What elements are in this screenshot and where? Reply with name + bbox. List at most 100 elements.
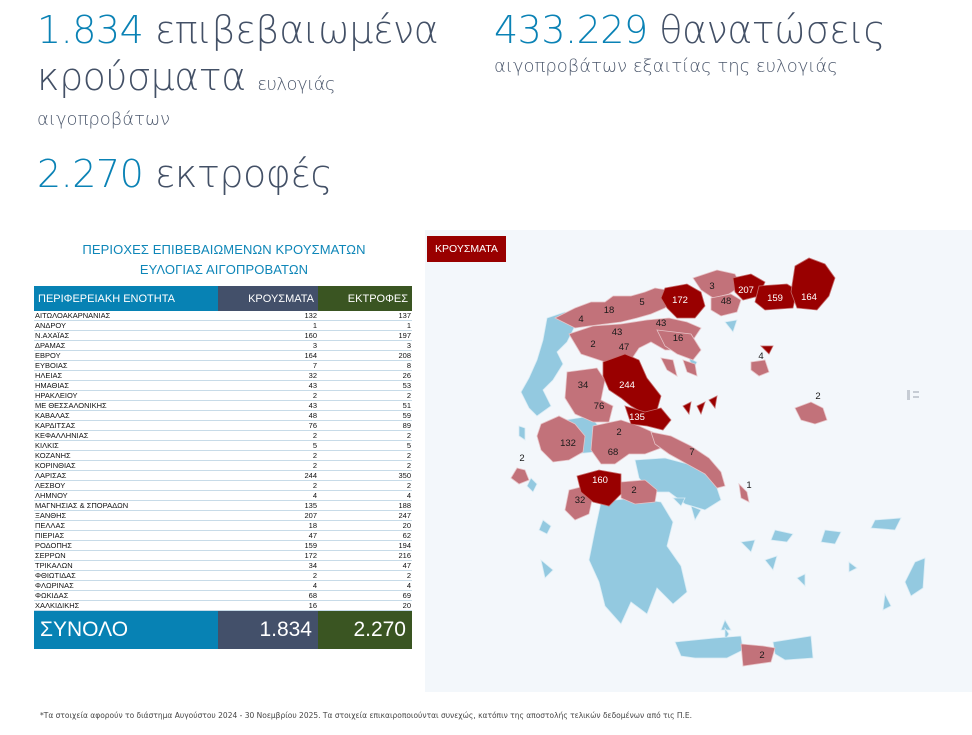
- map-region-label: 164: [801, 292, 817, 303]
- stat-culls: 433.229 θανατώσεις αιγοπροβάτων εξαιτίας…: [494, 6, 964, 80]
- header-cases: ΚΡΟΥΣΜΑΤΑ: [218, 286, 318, 311]
- region-cell: ΛΕΣΒΟΥ: [34, 480, 218, 491]
- farms-cell: 51: [318, 400, 412, 411]
- region-cell: ΚΟΖΑΝΗΣ: [34, 450, 218, 461]
- farms-word: εκτροφές: [154, 152, 333, 196]
- farms-cell: 47: [318, 560, 412, 571]
- map-region-label: 4: [758, 351, 763, 362]
- cases-cell: 16: [218, 600, 318, 611]
- farms-cell: 62: [318, 530, 412, 541]
- region-cell: ΦΘΙΩΤΙΔΑΣ: [34, 570, 218, 581]
- map-region-label: 18: [604, 305, 615, 316]
- farms-cell: 216: [318, 550, 412, 561]
- farms-cell: 5: [318, 440, 412, 451]
- cases-cell: 2: [218, 460, 318, 471]
- farms-cell: 26: [318, 370, 412, 381]
- map-region-label: 172: [672, 295, 688, 306]
- region-cell: ΠΙΕΡΙΑΣ: [34, 530, 218, 541]
- region-cell: ΦΛΩΡΙΝΑΣ: [34, 580, 218, 591]
- table-row: ΡΟΔΟΠΗΣ 159 194: [34, 540, 412, 551]
- table-row: ΚΙΛΚΙΣ 5 5: [34, 440, 412, 451]
- map-region-label: 68: [608, 447, 619, 458]
- map-region-label: 160: [592, 475, 608, 486]
- cases-cell: 244: [218, 470, 318, 481]
- table-row: ΜΕ ΘΕΣΣΑΛΟΝΙΚΗΣ 43 51: [34, 400, 412, 411]
- farms-cell: 4: [318, 490, 412, 501]
- map-region-label: 2: [815, 391, 820, 402]
- map-region-label: 47: [619, 342, 630, 353]
- farms-cell: 188: [318, 500, 412, 511]
- cases-cell: 207: [218, 510, 318, 521]
- total-label: ΣΥΝΟΛΟ: [34, 610, 218, 649]
- region-cell: ΚΕΦΑΛΛΗΝΙΑΣ: [34, 430, 218, 441]
- map-region-label: 1: [746, 480, 751, 491]
- cases-cell: 164: [218, 350, 318, 361]
- region-cell: ΗΛΕΙΑΣ: [34, 370, 218, 381]
- table-row: ΑΙΤΩΛΟΑΚΑΡΝΑΝΙΑΣ 132 137: [34, 311, 412, 321]
- region-cell: ΔΡΑΜΑΣ: [34, 340, 218, 351]
- farms-cell: 2: [318, 570, 412, 581]
- cases-subtitle-1: ευλογιάς: [257, 74, 336, 95]
- table-title-line-2: ΕΥΛΟΓΙΑΣ ΑΙΓΟΠΡΟΒΑΤΩΝ: [139, 262, 309, 277]
- table-row: ΑΝΔΡΟΥ 1 1: [34, 320, 412, 331]
- table-row: ΚΕΦΑΛΛΗΝΙΑΣ 2 2: [34, 430, 412, 441]
- farms-number: 2.270: [37, 152, 144, 196]
- map-region-label: 43: [612, 327, 623, 338]
- cases-number: 1.834: [37, 8, 144, 52]
- map-region-label: 5: [639, 297, 644, 308]
- region-cell: ΡΟΔΟΠΗΣ: [34, 540, 218, 551]
- farms-cell: 3: [318, 340, 412, 351]
- table-row: ΚΑΡΔΙΤΣΑΣ 76 89: [34, 420, 412, 431]
- table-row: ΕΥΒΟΙΑΣ 7 8: [34, 360, 412, 371]
- cases-cell: 32: [218, 370, 318, 381]
- cases-cell: 2: [218, 480, 318, 491]
- cases-cell: 48: [218, 410, 318, 421]
- table-row: ΗΡΑΚΛΕΙΟΥ 2 2: [34, 390, 412, 401]
- map-scale-mark: [907, 390, 919, 400]
- table-row: ΕΒΡΟΥ 164 208: [34, 350, 412, 361]
- table-row: ΤΡΙΚΑΛΩΝ 34 47: [34, 560, 412, 571]
- region-cell: ΜΑΓΝΗΣΙΑΣ & ΣΠΟΡΑΔΩΝ: [34, 500, 218, 511]
- cases-cell: 2: [218, 570, 318, 581]
- farms-cell: 20: [318, 520, 412, 531]
- map-region-label: 43: [656, 318, 667, 329]
- table-row: ΗΛΕΙΑΣ 32 26: [34, 370, 412, 381]
- table-row: ΧΑΛΚΙΔΙΚΗΣ 16 20: [34, 600, 412, 611]
- region-cell: ΣΕΡΡΩΝ: [34, 550, 218, 561]
- region-cell: ΛΑΡΙΣΑΣ: [34, 470, 218, 481]
- farms-cell: 2: [318, 390, 412, 401]
- farms-cell: 208: [318, 350, 412, 361]
- farms-cell: 20: [318, 600, 412, 611]
- table-title: ΠΕΡΙΟΧΕΣ ΕΠΙΒΕΒΑΙΩΜΕΝΩΝ ΚΡΟΥΣΜΑΤΩΝ ΕΥΛΟΓ…: [34, 240, 414, 280]
- map-region-label: 32: [575, 495, 586, 506]
- region-cell: ΑΝΔΡΟΥ: [34, 320, 218, 331]
- table-row: Ν.ΑΧΑΪΑΣ 160 197: [34, 330, 412, 341]
- table-body: ΑΙΤΩΛΟΑΚΑΡΝΑΝΙΑΣ 132 137 ΑΝΔΡΟΥ 1 1 Ν.ΑΧΑΪΑΣ 16…: [34, 311, 412, 611]
- table-row: ΞΑΝΘΗΣ 207 247: [34, 510, 412, 521]
- cases-cell: 7: [218, 360, 318, 371]
- map-region-label: 2: [519, 453, 524, 464]
- map-legend-badge: ΚΡΟΥΣΜΑΤΑ: [427, 236, 506, 262]
- table-row: ΠΙΕΡΙΑΣ 47 62: [34, 530, 412, 541]
- table-row: ΣΕΡΡΩΝ 172 216: [34, 550, 412, 561]
- table-row: ΚΑΒΑΛΑΣ 48 59: [34, 410, 412, 421]
- cases-cell: 2: [218, 390, 318, 401]
- cases-by-region-table: ΠΕΡΙΦΕΡΕΙΑΚΗ ΕΝΟΤΗΤΑ ΚΡΟΥΣΜΑΤΑ ΕΚΤΡΟΦΕΣ …: [34, 286, 412, 649]
- total-cases: 1.834: [218, 610, 318, 649]
- region-cell: ΚΙΛΚΙΣ: [34, 440, 218, 451]
- cases-subtitle-2: αιγοπροβάτων: [37, 109, 171, 130]
- culls-number: 433.229: [494, 8, 648, 52]
- table-row: ΠΕΛΛΑΣ 18 20: [34, 520, 412, 531]
- cases-cell: 68: [218, 590, 318, 601]
- table-row: ΛΗΜΝΟΥ 4 4: [34, 490, 412, 501]
- table-row: ΔΡΑΜΑΣ 3 3: [34, 340, 412, 351]
- farms-cell: 53: [318, 380, 412, 391]
- total-farms: 2.270: [318, 610, 412, 649]
- farms-cell: 247: [318, 510, 412, 521]
- map-region-label: 2: [759, 650, 764, 661]
- region-cell: ΕΥΒΟΙΑΣ: [34, 360, 218, 371]
- table-header-row: ΠΕΡΙΦΕΡΕΙΑΚΗ ΕΝΟΤΗΤΑ ΚΡΟΥΣΜΑΤΑ ΕΚΤΡΟΦΕΣ: [34, 286, 412, 311]
- greece-cases-map: 3 172 5 207 48 159 164 18 4 43 43 16 2 47 4 34 244 76 135 2…: [425, 230, 972, 692]
- culls-word: θανατώσεις: [659, 8, 886, 52]
